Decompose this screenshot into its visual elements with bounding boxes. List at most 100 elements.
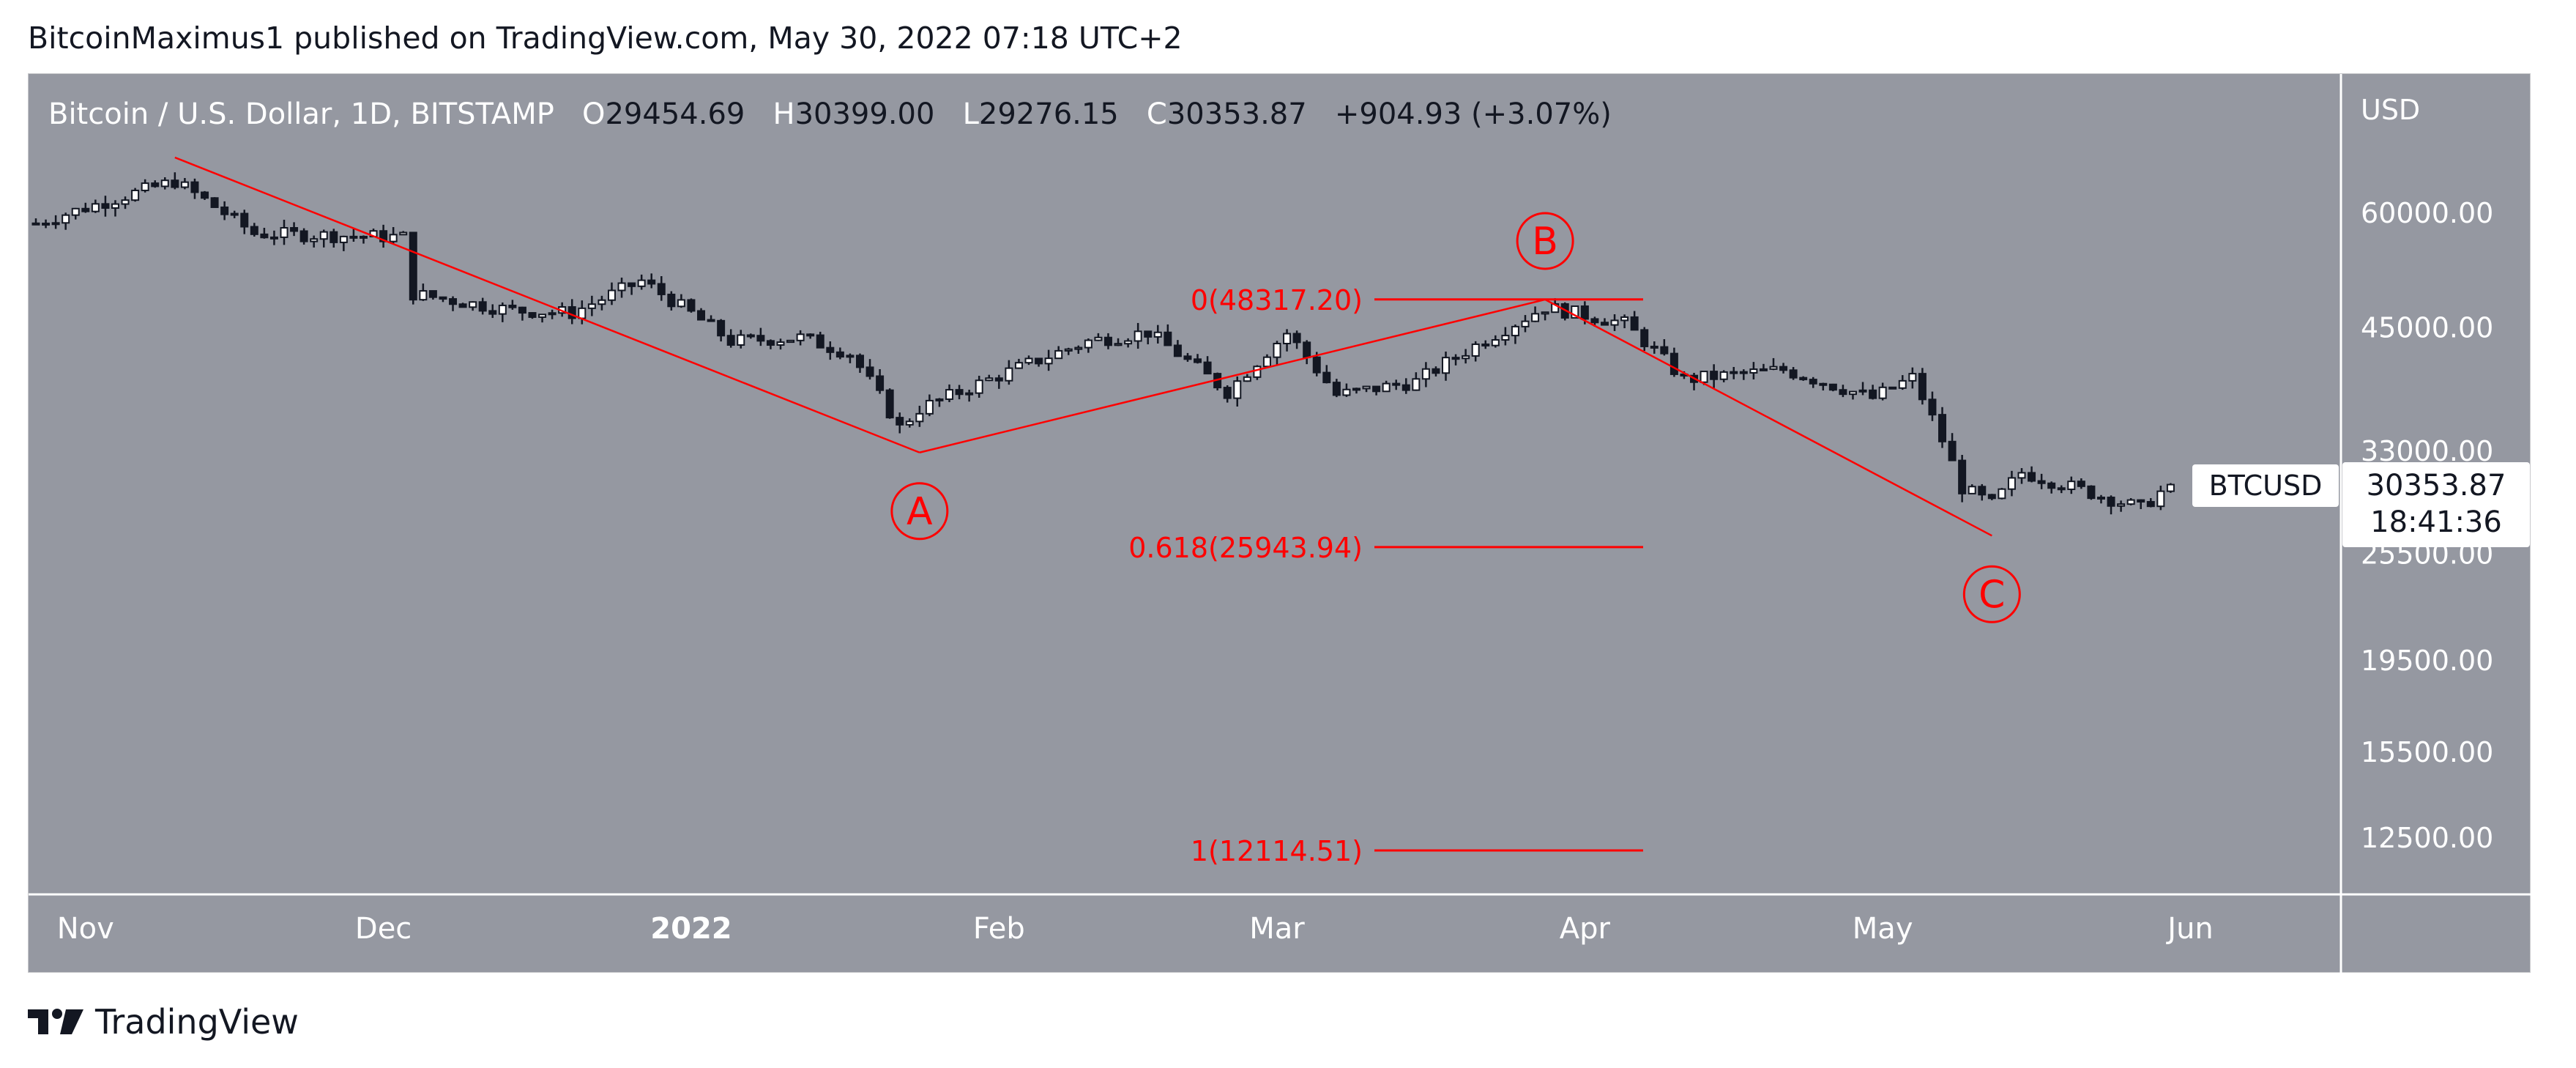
candle-down: [260, 233, 269, 239]
candle-up: [1014, 362, 1023, 369]
tradingview-brand[interactable]: TradingView: [28, 1002, 299, 1042]
publisher-header: BitcoinMaximus1 published on TradingView…: [28, 21, 1183, 56]
time-axis-tick: Jun: [2165, 912, 2214, 946]
candle-down: [657, 283, 666, 295]
candle-up: [776, 341, 785, 346]
candle-up: [737, 334, 745, 346]
candle-down: [726, 335, 735, 346]
candle-down: [1669, 352, 1678, 375]
candle-down: [1739, 371, 1748, 374]
candle-up: [399, 231, 408, 236]
candle-down: [667, 293, 676, 308]
candle-up: [319, 231, 328, 240]
candle-down: [151, 182, 160, 188]
candle-up: [1084, 339, 1092, 349]
candle-up: [62, 214, 70, 224]
candle-up: [2017, 472, 2026, 479]
candle-down: [746, 334, 755, 338]
candle-up: [1352, 387, 1360, 391]
candle-down: [488, 310, 497, 315]
candle-up: [965, 392, 974, 396]
candle-up: [419, 290, 428, 301]
candle-down: [1183, 355, 1192, 360]
candle-down: [349, 235, 358, 239]
chart-canvas[interactable]: 0(48317.20) 0.618(25943.94) 1(12114.51) A B…: [29, 74, 2531, 974]
price-axis[interactable]: USD 60000.0045000.0033000.0025500.001950…: [2361, 94, 2493, 854]
candle-up: [1064, 348, 1073, 352]
candle-down: [409, 231, 417, 301]
open-label: O: [582, 97, 606, 131]
candle-up: [1421, 368, 1430, 380]
candle-up: [1133, 330, 1142, 342]
time-axis-tick: 2022: [650, 912, 732, 946]
low-label: L: [962, 97, 979, 131]
candle-down: [1332, 382, 1341, 396]
candle-up: [1094, 336, 1103, 341]
low-value: 29276.15: [978, 97, 1119, 131]
candle-up: [607, 289, 616, 301]
candle-down: [1194, 358, 1202, 363]
candle-up: [1908, 373, 1917, 382]
candle-up: [1968, 486, 1976, 494]
candle-down: [707, 319, 715, 322]
candle-up: [160, 179, 169, 188]
candle-down: [1987, 494, 1996, 500]
price-axis-tick: 45000.00: [2361, 311, 2493, 344]
price-axis-unit: USD: [2361, 94, 2420, 126]
wave-label-b: B: [1532, 220, 1558, 264]
candle-up: [1521, 320, 1530, 327]
time-axis-tick: Nov: [57, 912, 114, 946]
candle-up: [796, 333, 805, 341]
candle-up: [131, 189, 140, 201]
candle-down: [1144, 330, 1153, 338]
candle-down: [449, 298, 458, 305]
time-axis[interactable]: Nov Dec 2022 Feb Mar Apr May Jun: [57, 912, 2214, 946]
candle-up: [1878, 386, 1887, 399]
price-axis-tick: 33000.00: [2361, 435, 2493, 467]
wave-label-circle: [1962, 565, 2021, 623]
candle-up: [230, 212, 239, 216]
candle-down: [1789, 369, 1798, 379]
candle-up: [310, 238, 319, 242]
candle-up: [469, 301, 477, 308]
candle-up: [905, 420, 914, 426]
candle-up: [2166, 483, 2175, 492]
candle-down: [1401, 384, 1410, 391]
candle-up: [1024, 357, 1033, 364]
candle-down: [1303, 341, 1311, 358]
candle-down: [994, 377, 1003, 382]
candle-down: [1828, 383, 1837, 391]
candle-down: [1888, 386, 1897, 390]
time-axis-tick: Dec: [355, 912, 412, 946]
candle-up: [1044, 357, 1053, 365]
candle-up: [1124, 340, 1133, 345]
candle-down: [1481, 343, 1490, 346]
candle-up: [51, 222, 60, 226]
candle-up: [677, 299, 685, 308]
candle-down: [81, 207, 90, 212]
candle-down: [1392, 382, 1401, 386]
candle-down: [1432, 368, 1440, 374]
candle-down: [171, 179, 179, 188]
candle-up: [2096, 497, 2105, 500]
last-price-tag: BTCUSD 30353.87 18:41:36: [2192, 462, 2530, 547]
candle-down: [826, 346, 835, 353]
candle-up: [1730, 371, 1738, 374]
chart-panel[interactable]: 0(48317.20) 0.618(25943.94) 1(12114.51) A B…: [28, 73, 2531, 974]
candle-down: [1203, 361, 1212, 375]
candle-down: [1630, 316, 1639, 331]
candle-up: [617, 282, 626, 292]
candle-up: [1501, 335, 1510, 341]
candle-up: [915, 412, 924, 423]
candle-up: [925, 399, 934, 415]
candle-down: [1312, 356, 1321, 374]
candle-up: [935, 398, 944, 401]
candle-up: [1719, 371, 1728, 380]
candle-up: [498, 304, 507, 315]
candle-down: [687, 299, 696, 312]
candle-down: [1650, 345, 1659, 349]
candle-up: [1769, 366, 1778, 370]
candle-down: [1779, 366, 1788, 371]
candle-down: [478, 301, 487, 312]
candle-down: [508, 304, 517, 308]
